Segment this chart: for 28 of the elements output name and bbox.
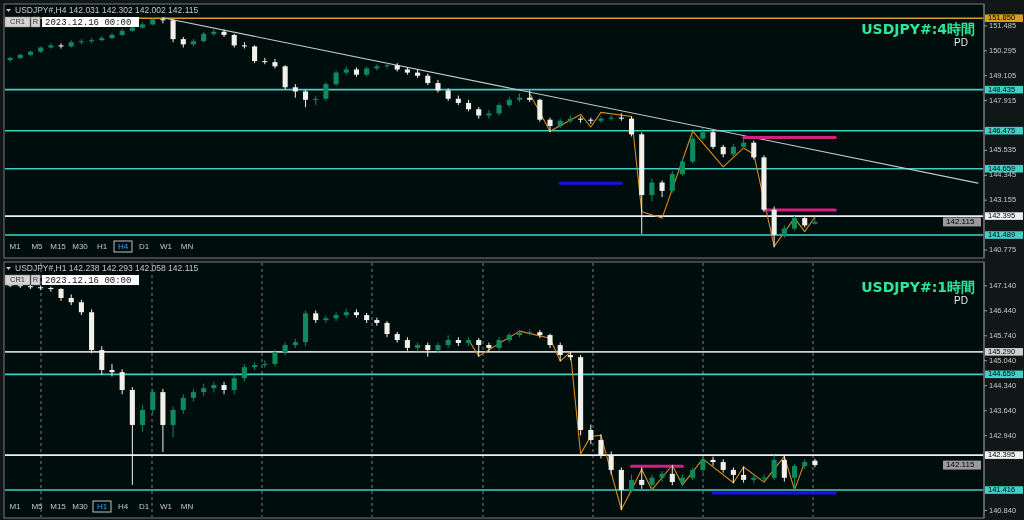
annotation: 2023.12.16 00:00 [45,17,132,28]
annotation: M30 [72,501,89,511]
annotation: W1 [160,241,173,251]
annotation: W1 [160,501,173,511]
annotation: 2023.12.16 00:00 [45,275,132,286]
annotation: M15 [50,501,67,511]
annotation: 142.115 [946,460,975,470]
text: USDJPY#:1時間 [861,279,975,295]
annotation: M5 [31,501,44,511]
annotation: USDJPY#,H1 142.238 142.293 142.058 142.115 [15,263,199,274]
annotation: M1 [9,501,22,511]
annotation: M1 [9,241,22,251]
annotation: USDJPY#,H4 142.031 142.302 142.002 142.115 [15,5,199,16]
annotation: H1 [96,501,108,511]
annotation: MN [180,241,194,251]
annotation: H4 [117,241,129,251]
annotation: H4 [117,501,129,511]
text: USDJPY#:4時間 [861,21,975,37]
text: PD [954,37,968,48]
annotation: M5 [31,241,44,251]
annotation: D1 [138,241,150,251]
text: PD [954,295,968,306]
annotation: H1 [96,241,108,251]
annotation: MN [180,501,194,511]
annotation: M30 [72,241,89,251]
annotation: D1 [138,501,150,511]
annotation: M15 [50,241,67,251]
annotation: 142.115 [946,217,975,227]
